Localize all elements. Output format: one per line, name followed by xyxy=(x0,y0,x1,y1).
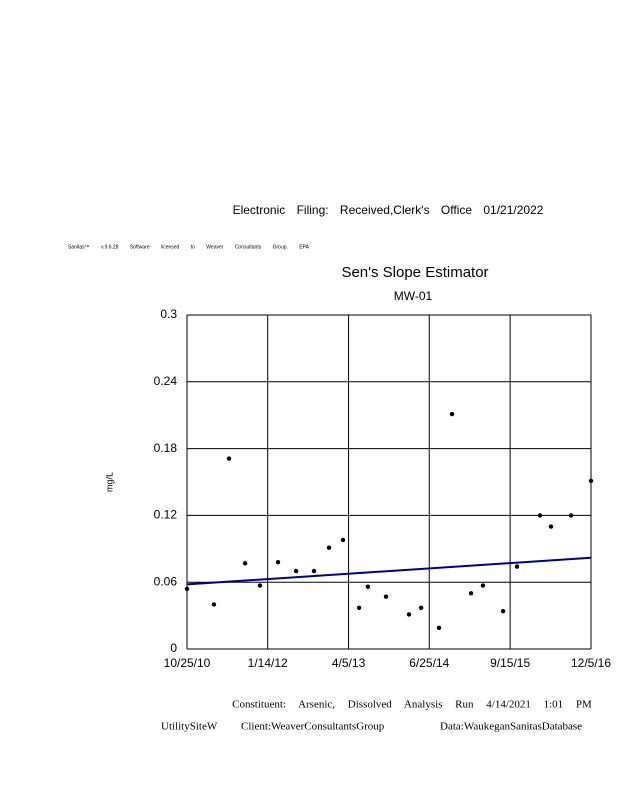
filing-header: Electronic Filing: Received,Clerk's Offi… xyxy=(233,203,544,217)
y-tick-label: 0.24 xyxy=(154,374,178,388)
y-axis-label: mg/L xyxy=(104,472,114,492)
data-point xyxy=(588,478,594,484)
data-point xyxy=(275,559,281,565)
data-point xyxy=(548,524,554,529)
y-tick-label: 0.06 xyxy=(154,574,178,588)
data-point xyxy=(257,583,263,588)
data-point xyxy=(326,545,332,550)
data-point xyxy=(242,561,248,566)
trend-line xyxy=(186,556,592,586)
data-point xyxy=(468,591,474,596)
data-point xyxy=(383,594,389,599)
x-tick-label: 4/5/13 xyxy=(332,656,366,670)
license-line: Sanitas™ v.9.6.28 Software licensed to W… xyxy=(68,244,310,250)
y-tick-label: 0.12 xyxy=(154,508,178,522)
data-point xyxy=(356,605,362,611)
data-point xyxy=(500,608,506,614)
data-point xyxy=(480,583,486,588)
client: Client:WeaverConsultantsGroup xyxy=(241,721,385,733)
x-tick-label: 1/14/12 xyxy=(248,656,288,670)
data-point xyxy=(311,568,317,574)
data-point xyxy=(365,584,371,589)
site: UtilitySiteW xyxy=(161,721,218,733)
data-point xyxy=(406,612,412,617)
data-point xyxy=(568,513,574,518)
data-point xyxy=(226,456,232,461)
data-point xyxy=(418,605,424,611)
data-point xyxy=(293,568,299,574)
y-tick-label: 0.3 xyxy=(160,307,177,321)
data-point xyxy=(514,564,520,569)
data-point xyxy=(436,625,442,631)
data-point xyxy=(537,513,543,518)
chart-title: Sen's Slope Estimator xyxy=(341,264,488,281)
data-point xyxy=(184,586,190,592)
data-point xyxy=(340,537,346,543)
constituent-line: Constituent: Arsenic, Dissolved Analysis… xyxy=(232,699,592,711)
chart-subtitle: MW-01 xyxy=(394,289,433,303)
data-point xyxy=(211,602,217,607)
data-point xyxy=(449,411,455,417)
x-tick-label: 9/15/15 xyxy=(490,656,530,670)
x-tick-label: 12/5/16 xyxy=(571,656,611,670)
x-tick-label: 6/25/14 xyxy=(409,656,449,670)
database: Data:WaukeganSanitasDatabase xyxy=(440,721,582,733)
y-tick-label: 0.18 xyxy=(154,441,178,455)
y-tick-label: 0 xyxy=(170,641,177,655)
x-tick-label: 10/25/10 xyxy=(164,656,211,670)
